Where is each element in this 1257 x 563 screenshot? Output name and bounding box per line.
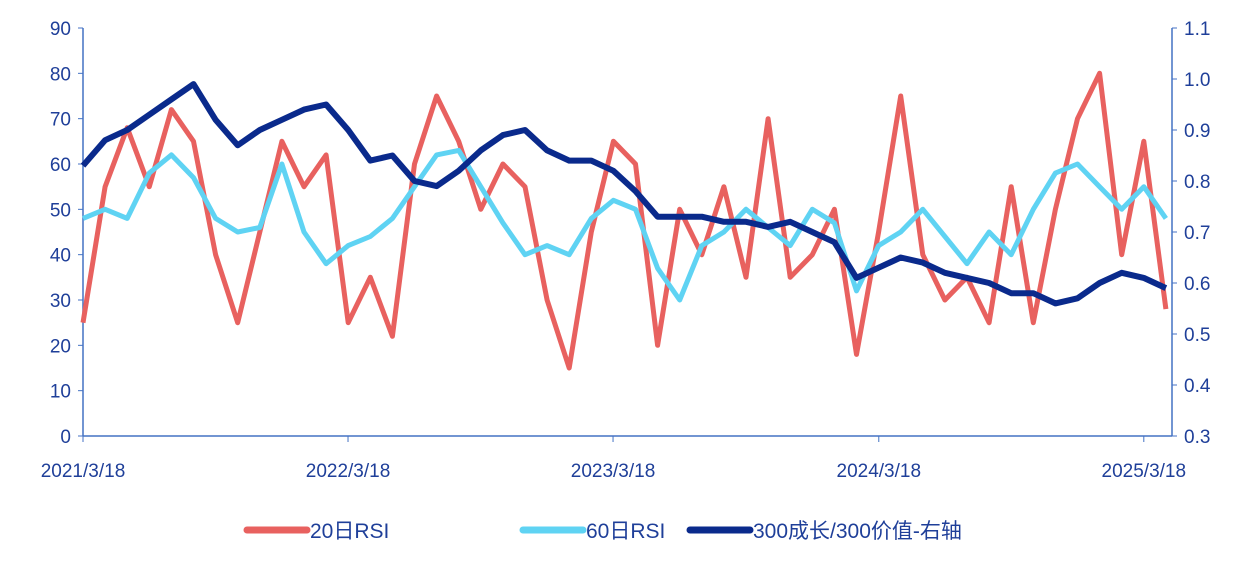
- right-tick-label: 0.5: [1184, 325, 1210, 346]
- right-tick-label: 1.1: [1184, 19, 1210, 40]
- left-tick-label: 0: [60, 427, 71, 448]
- left-tick-label: 30: [50, 291, 71, 312]
- series-line-3: [80, 81, 1168, 307]
- x-tick-label: 2021/3/18: [41, 461, 126, 482]
- left-tick-label: 10: [50, 382, 71, 403]
- legend-label: 60日RSI: [586, 520, 665, 543]
- x-tick-label: 2022/3/18: [306, 461, 391, 482]
- left-tick-label: 40: [50, 246, 71, 267]
- legend-label: 300成长/300价值-右轴: [753, 520, 962, 543]
- left-tick-label: 50: [50, 200, 71, 221]
- right-tick-label: 0.7: [1184, 223, 1210, 244]
- left-tick-label: 70: [50, 110, 71, 131]
- right-tick-label: 0.6: [1184, 274, 1210, 295]
- right-tick-label: 0.9: [1184, 121, 1210, 142]
- x-tick-label: 2024/3/18: [837, 461, 922, 482]
- left-tick-label: 80: [50, 64, 71, 85]
- left-tick-label: 60: [50, 155, 71, 176]
- right-tick-label: 0.4: [1184, 376, 1211, 397]
- right-tick-label: 0.3: [1184, 427, 1210, 448]
- legend-label: 20日RSI: [310, 520, 389, 543]
- x-tick-label: 2023/3/18: [571, 461, 656, 482]
- series-line-1: [80, 70, 1169, 371]
- series-line-2: [82, 147, 1168, 303]
- left-tick-label: 90: [50, 19, 71, 40]
- right-tick-label: 0.8: [1184, 172, 1210, 193]
- right-tick-label: 1.0: [1184, 70, 1210, 91]
- x-tick-label: 2025/3/18: [1102, 461, 1187, 482]
- left-tick-label: 20: [50, 336, 71, 357]
